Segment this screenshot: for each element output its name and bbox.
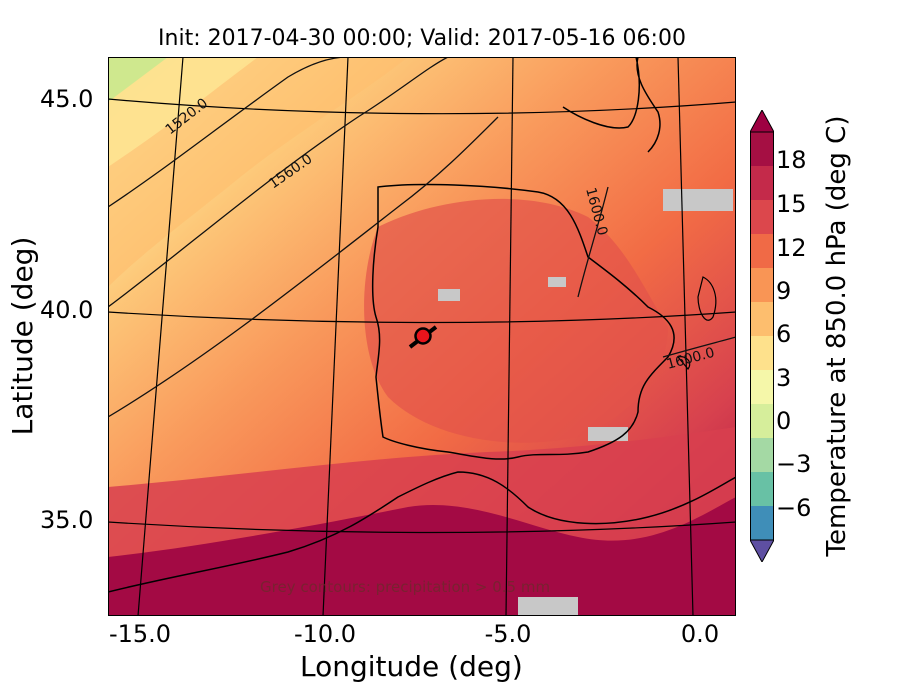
cb-tick-0: 0 bbox=[776, 407, 792, 435]
cb-tick-6: 6 bbox=[776, 320, 792, 348]
x-tick-m15: -15.0 bbox=[108, 620, 172, 648]
cb-tick-m6: −6 bbox=[776, 494, 812, 522]
x-tick-0: 0.0 bbox=[680, 620, 720, 648]
colorbar-extend-top bbox=[749, 108, 775, 133]
cb-tick-9: 9 bbox=[776, 277, 792, 305]
map-title: Init: 2017-04-30 00:00; Valid: 2017-05-1… bbox=[158, 26, 686, 51]
colorbar bbox=[749, 108, 775, 564]
precipitation-patches bbox=[438, 189, 733, 616]
y-tick-40: 40.0 bbox=[40, 296, 94, 324]
location-marker[interactable] bbox=[414, 327, 432, 345]
cold-region bbox=[108, 57, 258, 167]
coastline-islands bbox=[676, 276, 717, 370]
cool-region bbox=[108, 57, 408, 287]
cb-tick-m3: −3 bbox=[776, 450, 812, 478]
coastline-iberia bbox=[371, 183, 675, 460]
meridians bbox=[137, 57, 694, 616]
y-axis-label: Latitude (deg) bbox=[6, 236, 39, 436]
x-tick-m5: -5.0 bbox=[484, 620, 532, 648]
colorbar-label: Temperature at 850.0 hPa (deg C) bbox=[822, 115, 852, 557]
cb-tick-3: 3 bbox=[776, 364, 792, 392]
x-tick-m10: -10.0 bbox=[293, 620, 357, 648]
hottest-region bbox=[108, 497, 736, 616]
coastline-france bbox=[562, 57, 661, 153]
geopotential-contours bbox=[108, 57, 736, 418]
x-axis-label: Longitude (deg) bbox=[300, 650, 523, 683]
cb-tick-12: 12 bbox=[776, 234, 807, 262]
coastline-africa bbox=[108, 471, 736, 593]
parallels bbox=[108, 98, 736, 534]
precipitation-note: Grey contours: precipitation > 0.5 mm bbox=[260, 578, 551, 596]
colorbar-extend-bottom bbox=[749, 539, 775, 564]
colorbar-bands bbox=[750, 132, 774, 540]
y-tick-45: 45.0 bbox=[40, 85, 94, 113]
temperature-map[interactable]: 1520.0 1560.0 1600.0 1600.0 bbox=[108, 57, 736, 616]
cb-tick-18: 18 bbox=[776, 146, 807, 174]
coldest-region bbox=[108, 57, 168, 102]
cb-tick-15: 15 bbox=[776, 190, 807, 218]
y-tick-35: 35.0 bbox=[40, 506, 94, 534]
